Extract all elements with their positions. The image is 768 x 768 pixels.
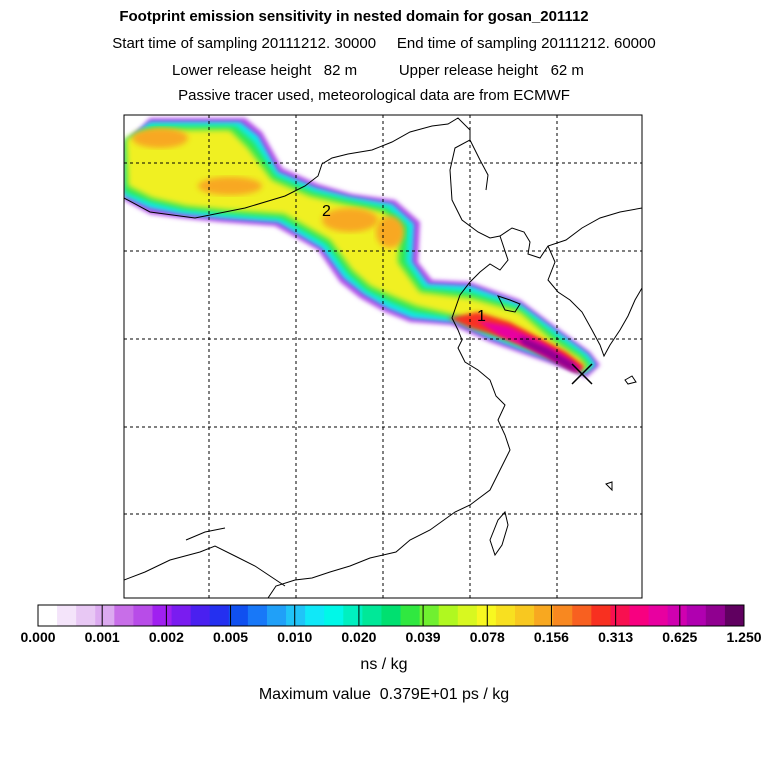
colorbar-segment [76, 605, 96, 626]
colorbar-unit: ns / kg [360, 656, 408, 673]
colorbar-tick-label: 0.000 [20, 629, 56, 645]
colorbar-tick-label: 0.156 [533, 629, 569, 645]
colorbar-segment [515, 605, 535, 626]
colorbar [38, 605, 745, 626]
colorbar-segment [343, 605, 363, 626]
colorbar-segment [190, 605, 211, 626]
colorbar-segment [381, 605, 402, 626]
colorbar-segment [591, 605, 611, 626]
cross-marker-icon [571, 363, 593, 385]
colorbar-segment [362, 605, 382, 626]
maximum-value-label: Maximum value 0.379E+01 ps / kg [258, 686, 510, 703]
colorbar-segment [95, 605, 115, 626]
colorbar-segment [38, 605, 58, 626]
colorbar-segment [629, 605, 650, 626]
colorbar-segment [171, 605, 192, 626]
colorbar-segment [324, 605, 344, 626]
colorbar-segment [457, 605, 478, 626]
colorbar-segment [266, 605, 287, 626]
colorbar-segment [572, 605, 592, 626]
plume-layer [124, 118, 600, 378]
colorbar-segment [686, 605, 707, 626]
colorbar-segment [209, 605, 230, 626]
colorbar-tick-label: 0.020 [341, 629, 377, 645]
trajectory-label-2: 2 [322, 203, 331, 220]
plot-title: Footprint emission sensitivity in nested… [119, 8, 589, 25]
colorbar-segment [553, 605, 573, 626]
colorbar-tick-label: 0.001 [84, 629, 120, 645]
colorbar-segment [114, 605, 134, 626]
colorbar-segment [534, 605, 554, 626]
colorbar-tick-label: 0.002 [148, 629, 184, 645]
release-height-line: Lower release height 82 m Upper release … [172, 62, 584, 79]
colorbar-segment [305, 605, 325, 626]
colorbar-segment [476, 605, 497, 626]
sampling-time-line: Start time of sampling 20111212. 30000 E… [112, 35, 656, 52]
colorbar-segment [438, 605, 459, 626]
colorbar-segment [286, 605, 306, 626]
colorbar-tick-label: 1.250 [726, 629, 762, 645]
colorbar-segment [419, 605, 440, 626]
colorbar-segment [247, 605, 268, 626]
colorbar-tick-label: 0.625 [662, 629, 698, 645]
colorbar-tick-label: 0.039 [405, 629, 441, 645]
colorbar-segment [152, 605, 173, 626]
graticule [124, 115, 642, 598]
colorbar-tick-label: 0.005 [213, 629, 249, 645]
colorbar-segment [724, 605, 745, 626]
colorbar-segment [667, 605, 688, 626]
tracer-info-line: Passive tracer used, meteorological data… [178, 87, 570, 104]
colorbar-segment [610, 605, 631, 626]
colorbar-segment [57, 605, 77, 626]
map-frame [123, 114, 643, 599]
colorbar-segment [133, 605, 153, 626]
colorbar-tick-label: 0.078 [469, 629, 505, 645]
colorbar-segment [400, 605, 421, 626]
colorbar-segment [228, 605, 249, 626]
colorbar-segment [648, 605, 669, 626]
colorbar-segment [705, 605, 726, 626]
colorbar-tick-label: 0.010 [277, 629, 313, 645]
trajectory-label-1: 1 [477, 308, 486, 325]
colorbar-tick-label: 0.313 [598, 629, 634, 645]
coastline-layer [124, 117, 642, 598]
colorbar-segment [495, 605, 516, 626]
